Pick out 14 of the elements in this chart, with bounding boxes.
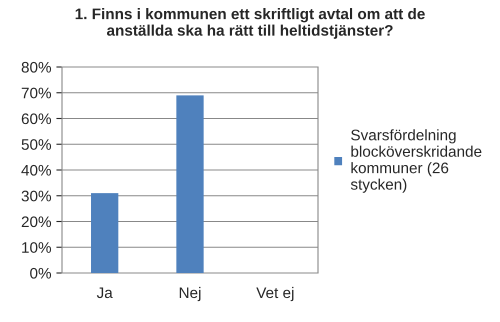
y-tick-label: 0% [30, 268, 52, 279]
x-tick-label: Ja [96, 287, 113, 298]
x-tick-label: Nej [180, 286, 200, 302]
chart-title: 1. Finns i kommunen ett skriftligt avtal om att de anställda ska ha rätt till heltidstjänster? [76, 8, 425, 39]
y-tick-label: 60% [22, 113, 52, 124]
y-tick-label: 40% [21, 164, 52, 176]
y-tick-label: 70% [22, 88, 52, 98]
legend-label: Svarsfördelning blocköverskridande kommuner (26 stycken) [350, 129, 482, 193]
x-tick-label: Vet ej [256, 286, 294, 302]
y-tick-label: 80% [22, 62, 52, 73]
y-tick-label: 30% [22, 190, 52, 202]
y-tick-label: 50% [22, 139, 52, 150]
y-tick-label: 10% [22, 242, 52, 253]
y-tick-label: 20% [22, 216, 52, 228]
